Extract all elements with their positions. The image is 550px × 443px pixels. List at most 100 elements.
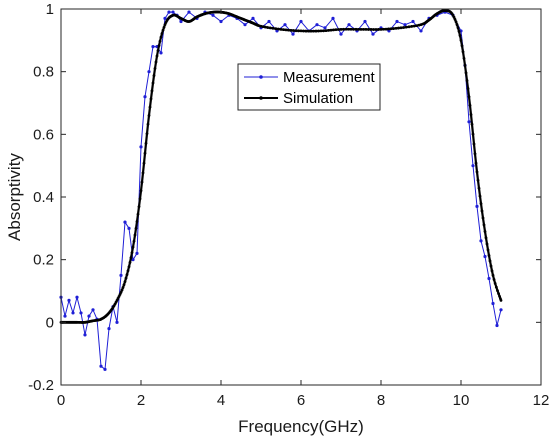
data-point-simulation	[497, 292, 500, 296]
data-point-simulation	[135, 220, 139, 223]
data-point-measurement	[119, 273, 123, 277]
data-point-simulation	[392, 27, 395, 30]
data-point-simulation	[489, 264, 493, 268]
data-point-simulation	[486, 248, 490, 252]
data-point-simulation	[299, 29, 303, 33]
data-point-simulation	[387, 27, 390, 31]
series-layer	[59, 9, 503, 371]
y-tick-label: 0.4	[33, 189, 54, 206]
data-point-simulation	[138, 197, 142, 201]
data-point-simulation	[463, 64, 467, 67]
data-point-measurement	[135, 251, 139, 255]
data-point-simulation	[352, 27, 355, 31]
data-point-measurement	[219, 19, 223, 24]
data-point-simulation	[464, 71, 468, 75]
data-point-simulation	[455, 23, 459, 26]
x-axis-label: Frequency(GHz)	[238, 417, 364, 436]
data-point-simulation	[312, 29, 315, 33]
data-point-simulation	[294, 29, 298, 33]
x-tick-label: 2	[137, 392, 145, 409]
data-point-simulation	[327, 28, 330, 32]
data-point-simulation	[144, 142, 148, 145]
data-point-simulation	[324, 29, 328, 33]
data-point-simulation	[120, 288, 124, 292]
data-point-simulation	[487, 254, 491, 257]
data-point-simulation	[477, 186, 481, 190]
series-line-measurement	[60, 11, 502, 370]
data-point-measurement	[315, 23, 319, 27]
data-point-simulation	[282, 28, 285, 32]
data-point-measurement	[419, 29, 423, 33]
data-point-simulation	[131, 245, 135, 249]
data-point-measurement	[395, 19, 399, 24]
data-point-simulation	[453, 17, 457, 21]
data-point-measurement	[299, 19, 303, 24]
data-point-simulation	[459, 38, 463, 42]
data-point-simulation	[152, 74, 156, 77]
legend-label-simulation: Simulation	[283, 90, 353, 107]
legend-box	[237, 63, 381, 111]
data-point-simulation	[271, 26, 275, 30]
data-point-simulation	[274, 27, 278, 31]
data-point-simulation	[118, 293, 122, 296]
data-point-measurement	[115, 320, 119, 324]
data-point-simulation	[384, 27, 388, 31]
data-point-measurement	[103, 367, 107, 371]
data-point-simulation	[150, 89, 154, 93]
data-point-simulation	[394, 26, 398, 30]
data-point-measurement	[83, 333, 87, 337]
data-point-measurement	[75, 295, 79, 299]
data-point-simulation	[382, 27, 385, 31]
data-point-simulation	[143, 151, 147, 155]
data-point-simulation	[266, 26, 270, 29]
data-point-simulation	[322, 29, 325, 33]
data-point-measurement	[187, 10, 191, 14]
data-point-simulation	[287, 28, 290, 32]
data-point-measurement	[267, 19, 271, 24]
data-point-simulation	[161, 28, 165, 32]
y-axis-label: Absorptivity	[5, 153, 24, 241]
data-point-simulation	[499, 299, 503, 302]
data-point-simulation	[485, 242, 489, 246]
data-point-measurement	[283, 23, 287, 27]
data-point-simulation	[292, 29, 295, 32]
data-point-simulation	[402, 26, 405, 29]
data-point-simulation	[141, 171, 145, 175]
data-point-simulation	[469, 113, 473, 116]
data-point-simulation	[377, 28, 380, 31]
data-point-measurement	[251, 16, 255, 20]
data-point-simulation	[159, 35, 163, 39]
data-point-measurement	[291, 32, 295, 36]
legend-label-measurement: Measurement	[283, 69, 376, 86]
data-point-simulation	[374, 28, 378, 31]
data-point-simulation	[367, 28, 370, 31]
data-point-measurement	[79, 311, 83, 315]
y-tick-label: -0.2	[28, 377, 54, 394]
data-point-simulation	[148, 105, 152, 109]
data-point-measurement	[171, 10, 175, 14]
data-point-measurement	[91, 308, 95, 312]
data-point-simulation	[491, 273, 495, 277]
data-point-simulation	[470, 122, 474, 126]
data-point-simulation	[123, 280, 127, 283]
data-point-simulation	[122, 283, 126, 287]
data-point-simulation	[279, 27, 283, 31]
data-point-simulation	[410, 25, 414, 28]
y-tick-label: 0.8	[33, 64, 54, 81]
data-point-simulation	[480, 209, 484, 213]
data-point-simulation	[482, 223, 486, 227]
data-point-simulation	[329, 28, 333, 32]
data-point-measurement	[131, 258, 135, 262]
data-point-simulation	[458, 34, 462, 37]
x-tick-label: 4	[217, 392, 225, 409]
data-point-simulation	[146, 122, 150, 126]
y-tick-label: 0.6	[33, 126, 54, 143]
data-point-simulation	[372, 28, 375, 31]
data-point-simulation	[317, 29, 320, 33]
data-point-measurement	[487, 276, 491, 281]
data-point-simulation	[474, 161, 478, 165]
data-point-simulation	[119, 290, 123, 294]
data-point-simulation	[465, 79, 469, 82]
data-point-measurement	[147, 70, 151, 74]
data-point-simulation	[337, 28, 340, 31]
